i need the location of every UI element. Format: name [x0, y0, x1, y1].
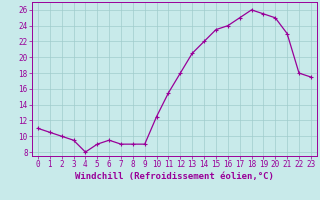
X-axis label: Windchill (Refroidissement éolien,°C): Windchill (Refroidissement éolien,°C) — [75, 172, 274, 181]
